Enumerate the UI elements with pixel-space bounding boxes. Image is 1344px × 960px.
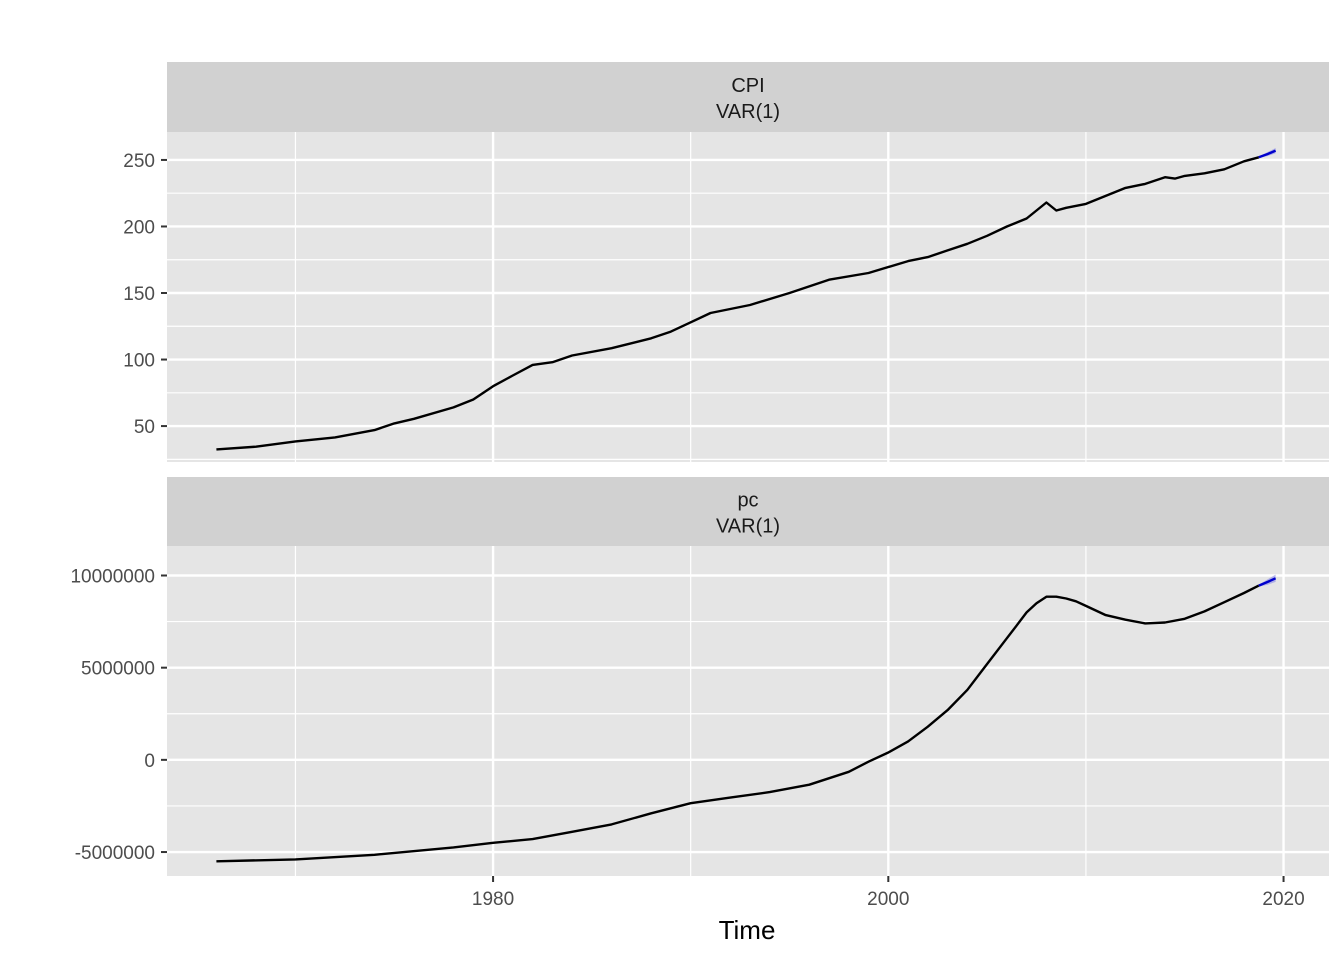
x-axis-title: Time <box>719 915 776 945</box>
facet-strip-label: pc <box>737 490 758 512</box>
facets-layer: CPI VAR(1) 50 100 150 200 250 pc VAR(1) -5000000 0… <box>70 62 1329 876</box>
y-tick-label: 0 <box>144 751 155 772</box>
y-tick-label: 200 <box>123 217 155 238</box>
y-tick-label: 250 <box>123 151 155 172</box>
facet-strip-label: CPI <box>731 75 764 97</box>
facet-panel: CPI VAR(1) 50 100 150 200 250 <box>123 62 1329 462</box>
y-tick-label: 10000000 <box>70 566 155 587</box>
y-tick-label: 50 <box>134 417 155 438</box>
facet-strip-label: VAR(1) <box>716 101 780 123</box>
series-line <box>216 156 1260 451</box>
facet-strip <box>167 477 1329 546</box>
y-tick-label: 150 <box>123 284 155 305</box>
panel-background <box>167 546 1329 876</box>
facet-panel: pc VAR(1) -5000000 0 5000000 10000000 <box>70 477 1329 876</box>
x-tick-label: 1980 <box>472 889 514 910</box>
facet-strip-label: VAR(1) <box>716 516 780 538</box>
series-line <box>216 584 1260 863</box>
facet-strip <box>167 62 1329 132</box>
y-tick-label: 5000000 <box>81 659 155 680</box>
forecast-line <box>1258 577 1277 587</box>
x-axis: 1980 2000 2020 <box>472 876 1305 910</box>
y-tick-label: 100 <box>123 351 155 372</box>
forecast-line <box>1258 149 1277 159</box>
y-tick-label: -5000000 <box>75 843 155 864</box>
x-tick-label: 2020 <box>1262 889 1304 910</box>
x-tick-label: 2000 <box>867 889 909 910</box>
